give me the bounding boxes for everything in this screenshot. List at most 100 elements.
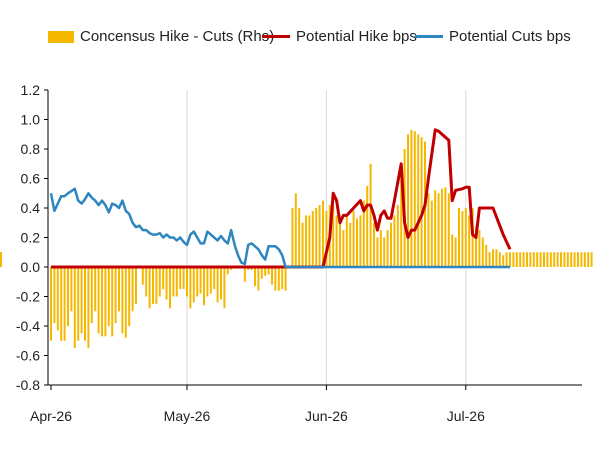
bar-67: [277, 267, 280, 291]
bar-74: [301, 222, 304, 267]
bar-129: [488, 252, 491, 267]
bar-131: [495, 249, 498, 267]
bar-76: [308, 215, 311, 267]
bar-154: [573, 252, 576, 267]
bar-50: [220, 267, 222, 300]
bar-29: [148, 267, 151, 309]
bar-95: [373, 222, 375, 267]
bar-133: [502, 255, 505, 267]
bar-46: [206, 267, 209, 297]
bar-43: [196, 267, 199, 297]
bar-32: [158, 267, 161, 297]
bar-109: [420, 137, 423, 267]
bar-44: [199, 267, 202, 294]
bar-57: [243, 267, 246, 282]
bar-33: [162, 267, 165, 290]
bar-111: [427, 193, 430, 267]
bar-8: [77, 267, 80, 341]
bar-65: [271, 267, 273, 285]
bar-73: [298, 208, 301, 267]
bar-64: [267, 267, 270, 275]
bar-7: [73, 267, 76, 349]
y-tick-label-1: 1.0: [21, 112, 41, 128]
x-tick-label-1: May-26: [164, 408, 211, 424]
bar-150: [560, 252, 562, 267]
legend-label-hike: Potential Hike bps: [296, 28, 417, 45]
bar-85: [339, 222, 341, 267]
x-tick-label-0: Apr-26: [30, 408, 72, 424]
bar-87: [345, 215, 348, 267]
bar-23: [128, 267, 131, 326]
bar-69: [284, 267, 287, 291]
bar-63: [264, 267, 267, 276]
bar-19: [114, 267, 117, 324]
bar-112: [430, 200, 433, 267]
bar-0: [50, 267, 52, 341]
bar-151: [563, 252, 566, 267]
y-tick-label-2: 0.8: [21, 141, 41, 157]
bar-28: [145, 267, 148, 297]
bar-127: [481, 237, 484, 267]
bar-9: [80, 267, 83, 334]
bar-98: [383, 237, 386, 267]
bar-25: [135, 267, 137, 304]
bar-128: [485, 244, 488, 267]
bar-126: [478, 230, 481, 267]
bar-22: [124, 267, 127, 338]
bar-4: [63, 267, 66, 341]
bar-30: [152, 267, 154, 304]
bar-159: [590, 252, 593, 267]
legend-swatch-hike: [262, 35, 290, 38]
legend-swatch-consensus: [48, 30, 74, 43]
y-tick-label-10: -0.8: [16, 377, 40, 393]
legend-swatch-cuts: [415, 35, 443, 38]
bar-137: [515, 252, 518, 267]
bar-132: [498, 252, 501, 267]
bar-115: [441, 188, 443, 267]
bar-140: [526, 252, 528, 267]
bar-61: [257, 267, 260, 291]
bar-52: [226, 267, 229, 275]
bar-34: [165, 267, 168, 300]
bar-12: [90, 267, 93, 324]
bar-139: [522, 252, 525, 267]
bar-157: [583, 252, 586, 267]
bar-114: [437, 193, 440, 267]
bar-3: [60, 267, 63, 341]
bar-121: [461, 210, 464, 267]
bar-97: [379, 230, 382, 267]
bar-117: [447, 193, 450, 267]
bar-136: [512, 252, 515, 267]
y-tick-label-7: -0.2: [16, 289, 40, 305]
bar-27: [141, 267, 144, 285]
bar-79: [318, 205, 321, 267]
bar-78: [315, 208, 318, 267]
bar-16: [104, 267, 107, 337]
bar-18: [111, 267, 114, 337]
y-tick-label-3: 0.6: [21, 171, 41, 187]
bar-21: [121, 267, 124, 334]
bar-2: [56, 267, 59, 331]
series-line-hike: [51, 128, 512, 269]
bar-83: [332, 205, 335, 267]
bar-123: [468, 215, 471, 267]
bar-93: [366, 185, 369, 267]
bar-77: [311, 210, 314, 267]
x-tick-label-2: Jun-26: [305, 408, 348, 424]
bar-105: [407, 134, 409, 267]
bar-102: [396, 205, 399, 267]
y-tick-label-0: 1.2: [21, 82, 41, 98]
bar-75: [305, 215, 307, 267]
bar-51: [223, 267, 226, 309]
bar-96: [376, 237, 379, 267]
bar-48: [213, 267, 216, 290]
bar-143: [536, 252, 539, 267]
bar-122: [464, 208, 467, 267]
bar-88: [349, 222, 352, 267]
bar-37: [175, 267, 178, 297]
bar-156: [580, 252, 583, 267]
bar-81: [325, 210, 328, 267]
bar-103: [400, 178, 403, 267]
legend-label-cuts: Potential Cuts bps: [449, 28, 571, 45]
